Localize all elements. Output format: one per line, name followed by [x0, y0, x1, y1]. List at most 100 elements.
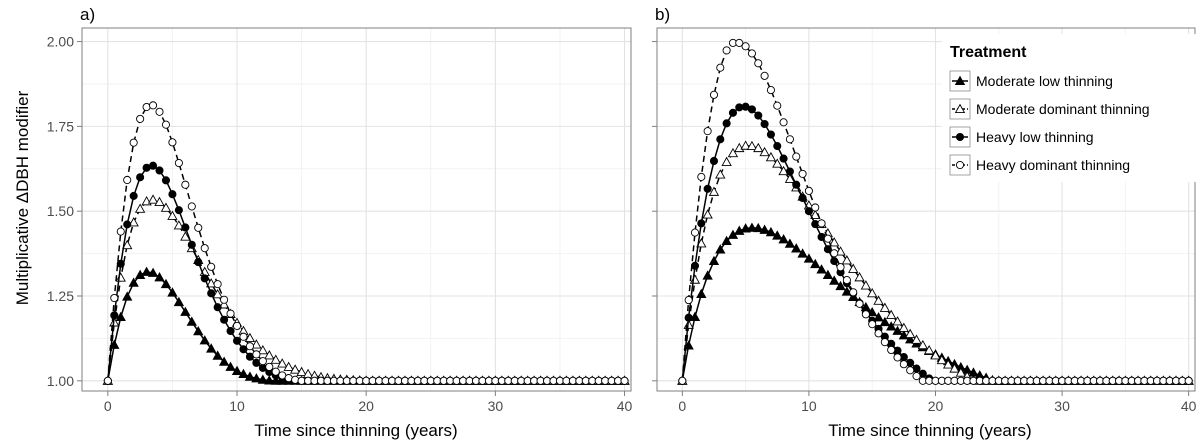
data-point [174, 158, 183, 168]
data-point [199, 335, 210, 345]
legend-item: Heavy dominant thinning [949, 154, 1130, 176]
data-point [181, 180, 190, 189]
data-point [822, 269, 834, 279]
data-point [740, 140, 751, 150]
x-tick-label: 10 [801, 398, 817, 414]
data-point [186, 316, 197, 326]
data-point [296, 366, 307, 376]
data-point [123, 175, 132, 185]
data-point [187, 240, 196, 249]
data-point [905, 334, 916, 344]
data-point [257, 344, 269, 355]
data-point [747, 49, 756, 58]
data-point [773, 142, 782, 151]
data-point [765, 226, 777, 237]
data-point [886, 321, 897, 331]
data-point [917, 339, 929, 350]
data-point [213, 303, 222, 312]
data-point [823, 245, 832, 254]
data-point [193, 325, 204, 336]
series-4 [103, 101, 629, 385]
data-point [778, 234, 789, 244]
data-point [905, 328, 916, 338]
data-point [753, 142, 764, 153]
x-tick-label: 0 [104, 398, 112, 414]
data-point [860, 280, 872, 290]
panel-a-label: a) [80, 5, 95, 24]
data-point [868, 320, 877, 329]
data-point [899, 360, 908, 369]
data-point [194, 223, 203, 232]
data-point [873, 312, 884, 322]
data-point [778, 165, 789, 176]
data-point [772, 230, 783, 240]
data-point [936, 354, 947, 365]
x-tick-label: 20 [358, 398, 374, 414]
data-point [270, 375, 281, 385]
data-point [874, 329, 883, 338]
data-point [161, 176, 171, 185]
data-point [792, 180, 801, 189]
y-tick-label: 1.25 [47, 288, 74, 304]
data-point [620, 376, 629, 385]
data-point [835, 246, 846, 256]
data-point [258, 363, 267, 372]
data-point [244, 332, 256, 343]
data-point [721, 156, 732, 166]
data-point [251, 373, 262, 383]
data-point [277, 358, 288, 368]
data-point [226, 309, 235, 318]
legend-label: Moderate low thinning [976, 73, 1113, 89]
data-point [218, 356, 230, 366]
series-4 [678, 38, 1193, 385]
x-tick-label: 40 [1181, 398, 1197, 414]
legend-label: Heavy low thinning [976, 129, 1094, 145]
y-axis-title: Multiplicative ΔDBH modifier [13, 90, 32, 305]
data-point [206, 278, 217, 288]
x-tick-label: 20 [928, 398, 944, 414]
data-point [842, 276, 851, 285]
data-point [759, 224, 770, 234]
data-point [810, 258, 821, 269]
data-point [708, 255, 720, 266]
data-point [779, 154, 788, 163]
data-point [784, 173, 796, 183]
data-point [766, 86, 775, 95]
legend-background [942, 34, 1196, 182]
legend-label: Heavy dominant thinning [976, 157, 1130, 173]
data-point [949, 363, 960, 373]
panel-border [81, 27, 632, 392]
data-point [187, 202, 196, 211]
data-point [232, 336, 242, 345]
data-point [797, 248, 808, 258]
data-point [167, 287, 178, 297]
data-point [715, 244, 726, 254]
legend-item: Heavy low thinning [949, 126, 1094, 148]
data-point [784, 238, 796, 248]
data-point [830, 249, 839, 258]
data-point [220, 315, 229, 324]
data-point [128, 217, 139, 227]
data-point [252, 350, 261, 359]
data-point [200, 274, 209, 283]
data-point [678, 376, 687, 385]
data-point [122, 291, 133, 301]
data-point [741, 42, 750, 51]
data-point [232, 321, 242, 330]
data-point [684, 313, 693, 322]
data-point [727, 147, 739, 158]
data-point [716, 135, 725, 144]
legend-item: Moderate low thinning [949, 70, 1113, 92]
data-point [134, 203, 146, 213]
data-point [930, 350, 941, 360]
data-point [283, 361, 294, 371]
data-point [258, 357, 267, 366]
data-point [239, 332, 248, 341]
data-point [873, 295, 884, 305]
data-point [181, 223, 190, 232]
y-tick-label: 2.00 [47, 34, 74, 50]
data-point [848, 263, 859, 273]
legend: Treatment Moderate low thinningModerate … [942, 34, 1196, 182]
data-point [161, 120, 171, 129]
